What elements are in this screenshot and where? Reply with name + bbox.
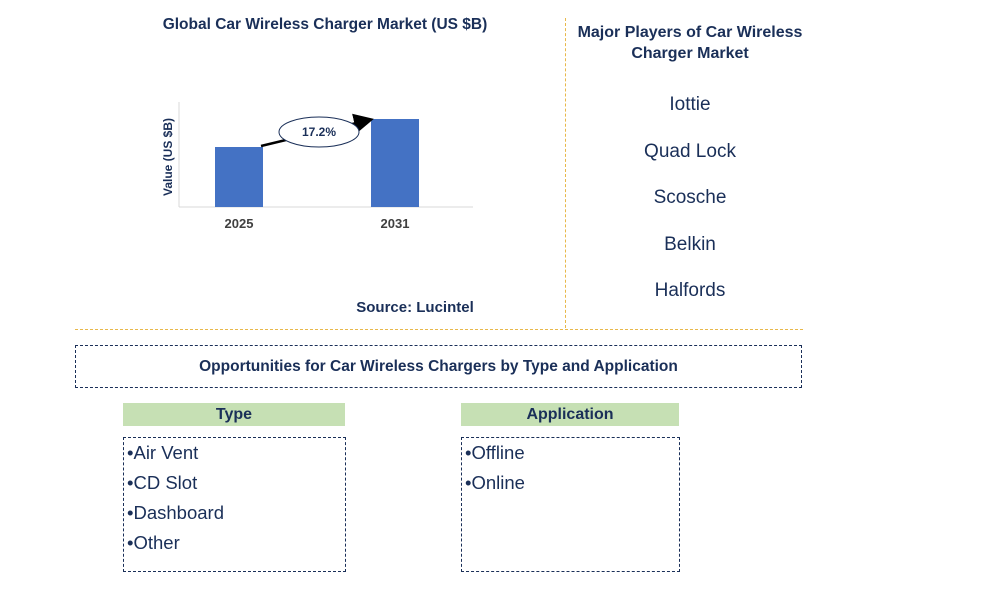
opportunities-title: Opportunities for Car Wireless Chargers … [75, 345, 802, 388]
player-item: Scosche [653, 187, 727, 208]
player-item: Belkin [664, 233, 716, 255]
opportunities-title-text: Opportunities for Car Wireless Chargers … [199, 357, 678, 375]
application-item: Offline [465, 442, 679, 472]
cagr-label: 17.2% [302, 125, 336, 139]
application-list-box: Offline Online [461, 437, 680, 572]
type-item: Air Vent [127, 442, 345, 472]
player-item: Halfords [654, 280, 726, 301]
application-header: Application [461, 403, 679, 426]
application-list: Offline Online [462, 438, 679, 502]
players-title: Major Players of Car Wireless Charger Ma… [577, 24, 803, 62]
vertical-divider [565, 18, 566, 328]
horizontal-divider [75, 329, 803, 330]
bar-chart: Value (US $B) 2025 2031 17.2% [161, 102, 473, 231]
type-item: CD Slot [127, 472, 345, 502]
cagr-ellipse [278, 116, 360, 148]
player-item: Quad Lock [644, 140, 736, 162]
type-header: Type [123, 403, 345, 426]
x-tick-label: 2025 [225, 216, 254, 231]
bar-2025 [215, 147, 263, 207]
type-item: Dashboard [127, 502, 345, 532]
chart-title: Global Car Wireless Charger Market (US $… [162, 16, 488, 33]
players-list: Iottie Quad Lock Scosche Belkin Halfords [590, 92, 790, 325]
x-tick-label: 2031 [381, 216, 410, 231]
y-axis-label: Value (US $B) [161, 118, 175, 196]
source-label: Source: Lucintel [356, 299, 474, 316]
application-item: Online [465, 472, 679, 502]
type-item: Other [127, 532, 345, 562]
type-list: Air Vent CD Slot Dashboard Other [124, 438, 345, 562]
type-list-box: Air Vent CD Slot Dashboard Other [123, 437, 346, 572]
player-item: Iottie [669, 94, 711, 115]
bar-2031 [371, 119, 419, 207]
